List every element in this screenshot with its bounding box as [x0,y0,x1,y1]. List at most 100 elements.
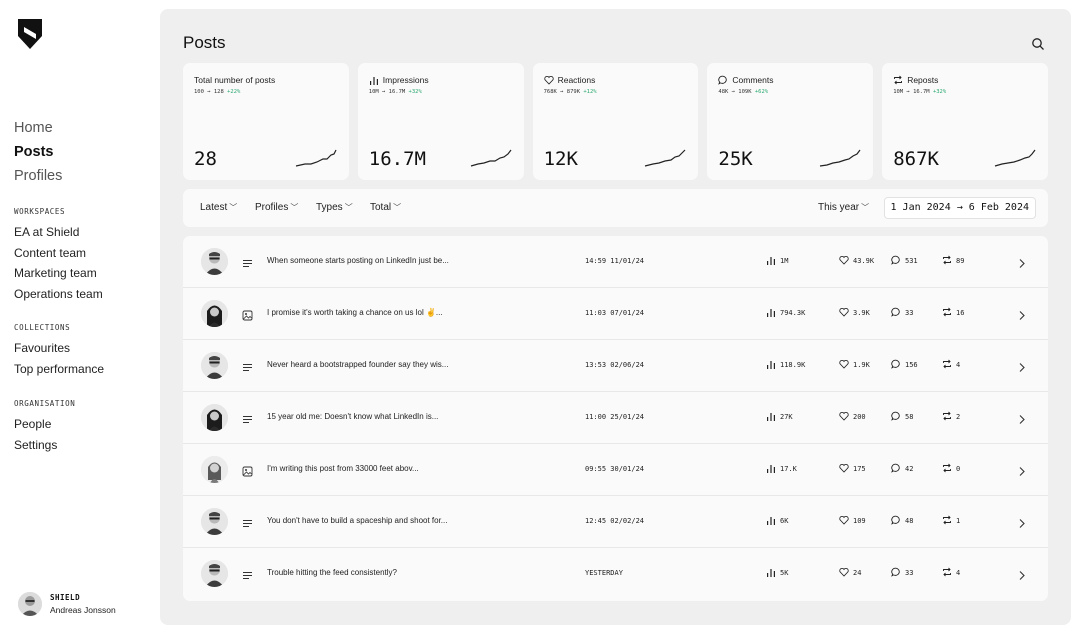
nav-people[interactable]: People [14,417,52,431]
chevron-right-icon[interactable] [1018,464,1026,476]
avatar [201,508,228,535]
reactions-value: 3.9K [853,309,870,317]
table-row[interactable]: I promise it's worth taking a chance on … [183,288,1048,340]
types-label: Types [316,202,343,213]
impressions-value: 794.3K [780,309,806,317]
card-value: 16.7M [368,148,426,170]
post-time: YESTERDAY [585,569,623,577]
collection-top-performance[interactable]: Top performance [14,361,105,376]
reposts-metric: 1 [942,515,960,527]
comment-icon [891,463,901,475]
workspace-ea-at-shield[interactable]: EA at Shield [14,225,80,239]
bar-chart-icon [369,77,378,85]
stat-card-posts[interactable]: Total number of posts 100 → 128 +22% 28 [183,63,349,180]
post-time: 11:03 07/01/24 [585,309,645,317]
total-dropdown[interactable]: Total ﹀ [370,202,401,213]
bar-chart-icon [766,567,776,579]
main-nav: Home Posts Profiles [14,116,62,188]
table-row[interactable]: Never heard a bootstrapped founder say t… [183,340,1048,392]
reactions-value: 175 [853,465,866,473]
chevron-right-icon[interactable] [1018,256,1026,268]
comment-icon [891,359,901,371]
impressions-value: 1M [780,257,789,265]
change-from: 48K [718,89,729,95]
repost-icon [942,307,952,319]
change-to: 128 [213,89,224,95]
table-row[interactable]: When someone starts posting on LinkedIn … [183,236,1048,288]
reactions-metric: 24 [839,567,861,579]
period-dropdown[interactable]: This year ﹀ [818,202,869,213]
heart-icon [839,515,849,527]
chevron-right-icon[interactable] [1018,412,1026,424]
card-label-text: Reposts [907,75,939,85]
reactions-value: 200 [853,413,866,421]
search-icon[interactable] [1031,37,1045,51]
change-percent: +32% [408,89,422,95]
stat-card-reposts[interactable]: Reposts 10M → 16.7M +32% 867K [882,63,1048,180]
chevron-right-icon[interactable] [1018,360,1026,372]
text-lines-icon [242,412,253,423]
stat-card-reactions[interactable]: Reactions 768K → 879K +12% 12K [532,63,699,180]
sparkline [645,149,686,167]
workspace-marketing-team[interactable]: Marketing team [14,266,97,280]
reposts-value: 16 [956,309,965,317]
card-change: 100 → 128 +22% [194,89,241,95]
heart-icon [543,75,554,85]
types-dropdown[interactable]: Types ﹀ [316,202,353,213]
comments-metric: 42 [891,463,913,475]
workspace-content-team[interactable]: Content team [14,245,87,260]
profiles-label: Profiles [255,202,289,213]
comments-metric: 156 [891,359,918,371]
workspace-operations-team[interactable]: Operations team [14,286,103,301]
table-row[interactable]: Trouble hitting the feed consistently? YE… [183,548,1048,600]
comments-value: 33 [905,569,914,577]
comment-icon [718,75,728,85]
reactions-metric: 109 [839,515,866,527]
nav-home[interactable]: Home [14,120,53,136]
avatar [201,300,228,327]
card-label-text: Impressions [382,75,429,85]
table-row[interactable]: 15 year old me: Doesn't know what Linked… [183,392,1048,444]
card-label-text: Total number of posts [194,75,276,85]
change-percent: +32% [932,89,947,95]
latest-label: Latest [200,202,228,213]
shield-logo-icon[interactable] [16,18,44,50]
comment-icon [891,411,901,423]
comments-metric: 48 [891,515,913,527]
profiles-dropdown[interactable]: Profiles ﹀ [255,202,298,213]
reposts-metric: 89 [942,255,964,267]
nav-settings[interactable]: Settings [14,437,58,452]
sparkline [820,149,861,167]
post-time: 11:00 25/01/24 [585,413,645,421]
stat-card-comments[interactable]: Comments 48K → 109K +62% 25K [707,63,874,180]
avatar [201,404,228,431]
section-title: COLLECTIONS [14,323,71,332]
section-title: ORGANISATION [14,399,76,408]
comments-metric: 33 [891,307,913,319]
post-text: I'm writing this post from 33000 feet ab… [267,464,419,473]
latest-dropdown[interactable]: Latest ﹀ [200,202,237,213]
table-row[interactable]: You don't have to build a spaceship and … [183,496,1048,548]
collection-favourites[interactable]: Favourites [14,341,71,355]
nav-profiles[interactable]: Profiles [14,168,63,184]
user-profile[interactable]: SHIELD Andreas Jonsson [18,592,116,616]
comment-icon [891,255,901,267]
chevron-right-icon[interactable] [1018,308,1026,320]
stat-card-impressions[interactable]: Impressions 10M → 16.7M +32% 16.7M [357,63,524,180]
card-label-text: Reactions [557,75,596,85]
impressions-value: 6K [780,517,789,525]
table-row[interactable]: I'm writing this post from 33000 feet ab… [183,444,1048,496]
date-range-picker[interactable]: 1 Jan 2024 → 6 Feb 2024 [883,197,1036,219]
collections-section: COLLECTIONS Favourites Top performance [14,323,104,379]
reposts-value: 0 [956,465,961,473]
card-value: 25K [718,148,753,170]
change-from: 10M [368,89,379,95]
reposts-metric: 16 [942,307,964,319]
card-label: Reposts [893,75,938,85]
chevron-right-icon[interactable] [1018,568,1026,580]
repost-icon [942,567,952,579]
nav-posts[interactable]: Posts [14,144,54,160]
avatar [18,592,42,616]
impressions-metric: 17.K [766,463,797,475]
chevron-right-icon[interactable] [1018,516,1026,528]
